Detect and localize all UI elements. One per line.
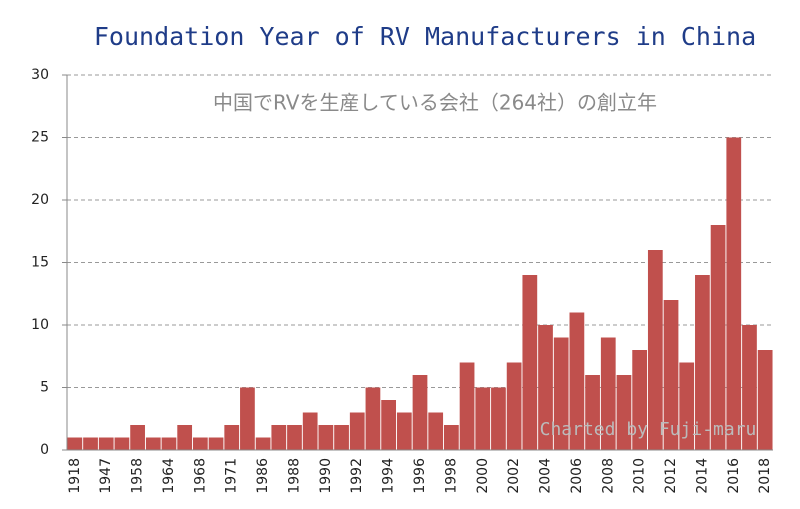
bar [491, 387, 506, 450]
x-tick-label: 2002 [506, 458, 522, 494]
bar [600, 337, 616, 450]
chart-subtitle: 中国でRVを生産している会社（264社）の創立年 [213, 91, 657, 115]
x-tick-label: 2000 [475, 458, 491, 494]
x-tick-label: 1964 [161, 458, 177, 494]
bar [365, 387, 381, 450]
x-tick-label: 2014 [694, 458, 710, 494]
bar [616, 375, 632, 450]
x-tick-label: 1994 [381, 458, 397, 494]
y-tick-label: 0 [40, 442, 49, 458]
bar [647, 250, 663, 450]
bar [695, 275, 710, 450]
bar [114, 437, 130, 450]
x-tick-label: 1918 [67, 458, 83, 494]
bar [381, 400, 396, 450]
bar [271, 425, 287, 450]
bar [318, 425, 334, 450]
bar [67, 437, 83, 450]
bar [302, 412, 318, 450]
bar [459, 362, 475, 450]
y-tick-label: 30 [31, 67, 49, 83]
x-tick-label: 1990 [318, 458, 334, 494]
bar [632, 350, 648, 450]
x-tick-label: 1968 [192, 458, 208, 494]
y-tick-label: 15 [31, 255, 49, 271]
x-tick-label: 2016 [726, 458, 742, 494]
x-tick-label: 1971 [224, 458, 240, 494]
x-tick-label: 1986 [255, 458, 271, 494]
bar [475, 387, 491, 450]
x-tick-label: 1998 [443, 458, 459, 494]
bar [710, 225, 726, 450]
bar [506, 362, 522, 450]
x-tick-label: 1958 [130, 458, 146, 494]
bar [83, 437, 98, 450]
bar [287, 425, 302, 450]
bar [726, 137, 742, 450]
x-tick-label: 2018 [757, 458, 773, 494]
x-tick-label: 1992 [349, 458, 365, 494]
y-tick-label: 25 [31, 130, 49, 146]
bar [428, 412, 444, 450]
y-tick-label: 10 [31, 317, 49, 333]
y-tick-label: 5 [40, 380, 49, 396]
bar [538, 325, 553, 450]
bar [396, 412, 412, 450]
x-tick-label: 2004 [538, 458, 554, 494]
bar [255, 437, 271, 450]
x-tick-label: 2008 [600, 458, 616, 494]
bar [161, 437, 177, 450]
bar [522, 275, 538, 450]
bar [192, 437, 208, 450]
x-tick-label: 1996 [412, 458, 428, 494]
bar [757, 350, 773, 450]
x-tick-label: 1988 [286, 458, 302, 494]
bar [585, 375, 600, 450]
bar [553, 337, 569, 450]
bar [130, 425, 145, 450]
bar [569, 312, 585, 450]
bar [177, 425, 193, 450]
bar [444, 425, 459, 450]
watermark: Charted by Fuji-maru [540, 419, 757, 440]
bar [334, 425, 349, 450]
x-tick-label: 2010 [632, 458, 648, 494]
bar [145, 437, 161, 450]
bar [349, 412, 365, 450]
x-tick-label: 2006 [569, 458, 585, 494]
y-tick-label: 20 [31, 192, 49, 208]
bar [208, 437, 224, 450]
x-tick-label: 2012 [663, 458, 679, 494]
bar [679, 362, 695, 450]
chart-title: Foundation Year of RV Manufacturers in C… [94, 22, 756, 51]
bar [412, 375, 428, 450]
bar [240, 387, 255, 450]
x-tick-label: 1947 [98, 458, 114, 494]
bar [663, 300, 679, 450]
bar [224, 425, 240, 450]
bar [98, 437, 114, 450]
bar [742, 325, 757, 450]
